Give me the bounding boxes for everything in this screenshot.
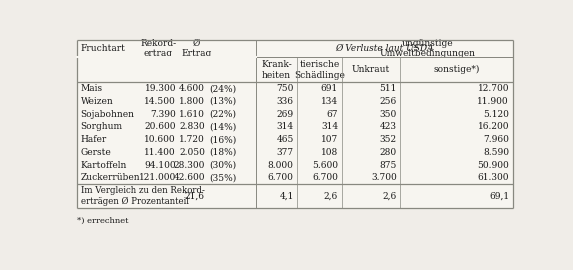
Text: Hafer: Hafer xyxy=(80,135,107,144)
Text: 352: 352 xyxy=(379,135,397,144)
Text: 94.100: 94.100 xyxy=(144,161,176,170)
Text: 7.960: 7.960 xyxy=(483,135,509,144)
Text: (18%): (18%) xyxy=(209,148,237,157)
Text: 2,6: 2,6 xyxy=(324,192,338,201)
Text: 16.200: 16.200 xyxy=(477,122,509,131)
Text: 10.600: 10.600 xyxy=(144,135,176,144)
Text: 108: 108 xyxy=(321,148,338,157)
Text: Mais: Mais xyxy=(80,84,103,93)
Text: 28.300: 28.300 xyxy=(174,161,205,170)
Text: 3.700: 3.700 xyxy=(371,173,397,182)
Text: Zuckerrüben: Zuckerrüben xyxy=(80,173,140,182)
Text: 4,1: 4,1 xyxy=(279,192,294,201)
Text: 5.600: 5.600 xyxy=(312,161,338,170)
Text: 1.610: 1.610 xyxy=(179,110,205,119)
Text: 691: 691 xyxy=(321,84,338,93)
Text: 11.900: 11.900 xyxy=(477,97,509,106)
Text: (22%): (22%) xyxy=(209,110,236,119)
Text: 7.390: 7.390 xyxy=(150,110,176,119)
Text: 8.000: 8.000 xyxy=(268,161,294,170)
Text: 5.120: 5.120 xyxy=(483,110,509,119)
Text: 50.900: 50.900 xyxy=(477,161,509,170)
Text: tierische
Schädlinge: tierische Schädlinge xyxy=(294,60,345,80)
Text: (16%): (16%) xyxy=(209,135,237,144)
Text: Im Vergleich zu den Rekord-
erträgen Ø Prozentanteil: Im Vergleich zu den Rekord- erträgen Ø P… xyxy=(80,186,205,206)
Text: 875: 875 xyxy=(379,161,397,170)
Text: Ø Verluste laut USDA: Ø Verluste laut USDA xyxy=(335,44,434,53)
Text: 2,6: 2,6 xyxy=(382,192,397,201)
Text: Ø
Ertrag: Ø Ertrag xyxy=(181,39,211,58)
Text: Krank-
heiten: Krank- heiten xyxy=(261,60,292,80)
Text: Rekord-
ertrag: Rekord- ertrag xyxy=(140,39,176,58)
Text: 14.500: 14.500 xyxy=(144,97,176,106)
Text: (13%): (13%) xyxy=(209,97,237,106)
Text: Gerste: Gerste xyxy=(80,148,111,157)
Text: 19.300: 19.300 xyxy=(144,84,176,93)
Text: 6.700: 6.700 xyxy=(268,173,294,182)
Text: Fruchtart: Fruchtart xyxy=(80,44,125,53)
Text: Unkraut: Unkraut xyxy=(352,65,390,74)
Text: 6.700: 6.700 xyxy=(312,173,338,182)
Text: 2.050: 2.050 xyxy=(179,148,205,157)
Text: 269: 269 xyxy=(277,110,294,119)
Text: 1.720: 1.720 xyxy=(179,135,205,144)
Text: *) errechnet: *) errechnet xyxy=(77,216,128,224)
Text: Sojabohnen: Sojabohnen xyxy=(80,110,135,119)
Text: (24%): (24%) xyxy=(209,84,237,93)
Text: 336: 336 xyxy=(277,97,294,106)
Bar xyxy=(77,40,513,208)
Text: 21,6: 21,6 xyxy=(185,192,205,201)
Text: 377: 377 xyxy=(277,148,294,157)
Text: 20.600: 20.600 xyxy=(144,122,176,131)
Text: 12.700: 12.700 xyxy=(477,84,509,93)
Text: 423: 423 xyxy=(380,122,397,131)
Text: (14%): (14%) xyxy=(209,122,237,131)
Text: 280: 280 xyxy=(379,148,397,157)
Text: 256: 256 xyxy=(379,97,397,106)
Text: 67: 67 xyxy=(327,110,338,119)
Text: 11.400: 11.400 xyxy=(144,148,176,157)
Text: 107: 107 xyxy=(321,135,338,144)
Text: 314: 314 xyxy=(321,122,338,131)
Text: Sorghum: Sorghum xyxy=(80,122,123,131)
Text: 4.600: 4.600 xyxy=(179,84,205,93)
Text: (30%): (30%) xyxy=(209,161,237,170)
Text: 69,1: 69,1 xyxy=(489,192,509,201)
Text: 121.000: 121.000 xyxy=(139,173,176,182)
Text: 134: 134 xyxy=(321,97,338,106)
Text: sonstige*): sonstige*) xyxy=(433,65,480,74)
Text: 750: 750 xyxy=(276,84,294,93)
Text: (35%): (35%) xyxy=(209,173,237,182)
Text: Weizen: Weizen xyxy=(80,97,113,106)
Text: Kartoffeln: Kartoffeln xyxy=(80,161,127,170)
Text: 350: 350 xyxy=(379,110,397,119)
Text: 314: 314 xyxy=(277,122,294,131)
Text: 42.600: 42.600 xyxy=(174,173,205,182)
Text: 2.830: 2.830 xyxy=(179,122,205,131)
Text: 1.800: 1.800 xyxy=(179,97,205,106)
Text: ungünstige
Umweltbedingungen: ungünstige Umweltbedingungen xyxy=(379,39,475,58)
Text: 8.590: 8.590 xyxy=(483,148,509,157)
Text: 511: 511 xyxy=(379,84,397,93)
Text: 61.300: 61.300 xyxy=(477,173,509,182)
Text: 465: 465 xyxy=(276,135,294,144)
